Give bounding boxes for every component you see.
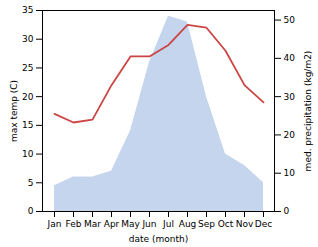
svg-text:May: May: [121, 219, 140, 229]
svg-text:20: 20: [284, 130, 296, 140]
svg-text:Oct: Oct: [218, 219, 234, 229]
svg-text:35: 35: [22, 5, 33, 15]
svg-text:Aug: Aug: [179, 219, 197, 229]
svg-text:5: 5: [28, 178, 34, 188]
svg-text:med. precipitation (kg/m2): med. precipitation (kg/m2): [303, 51, 313, 172]
svg-text:Sep: Sep: [198, 219, 215, 229]
svg-text:40: 40: [284, 53, 296, 63]
svg-text:15: 15: [22, 120, 33, 130]
svg-text:Apr: Apr: [104, 219, 120, 229]
svg-text:Jan: Jan: [47, 219, 62, 229]
svg-text:0: 0: [28, 206, 34, 216]
svg-text:Dec: Dec: [255, 219, 272, 229]
svg-text:max temp (C): max temp (C): [9, 80, 19, 142]
svg-text:20: 20: [22, 92, 34, 102]
svg-text:10: 10: [284, 168, 296, 178]
svg-text:0: 0: [284, 206, 290, 216]
svg-text:Jul: Jul: [162, 219, 174, 229]
svg-text:Feb: Feb: [66, 219, 82, 229]
svg-text:25: 25: [22, 63, 33, 73]
svg-text:30: 30: [22, 34, 34, 44]
svg-text:30: 30: [284, 92, 296, 102]
svg-text:date (month): date (month): [129, 234, 188, 244]
svg-text:Jun: Jun: [141, 219, 156, 229]
svg-text:10: 10: [22, 149, 34, 159]
svg-text:Mar: Mar: [84, 219, 101, 229]
svg-text:50: 50: [284, 15, 296, 25]
svg-text:Nov: Nov: [236, 219, 254, 229]
